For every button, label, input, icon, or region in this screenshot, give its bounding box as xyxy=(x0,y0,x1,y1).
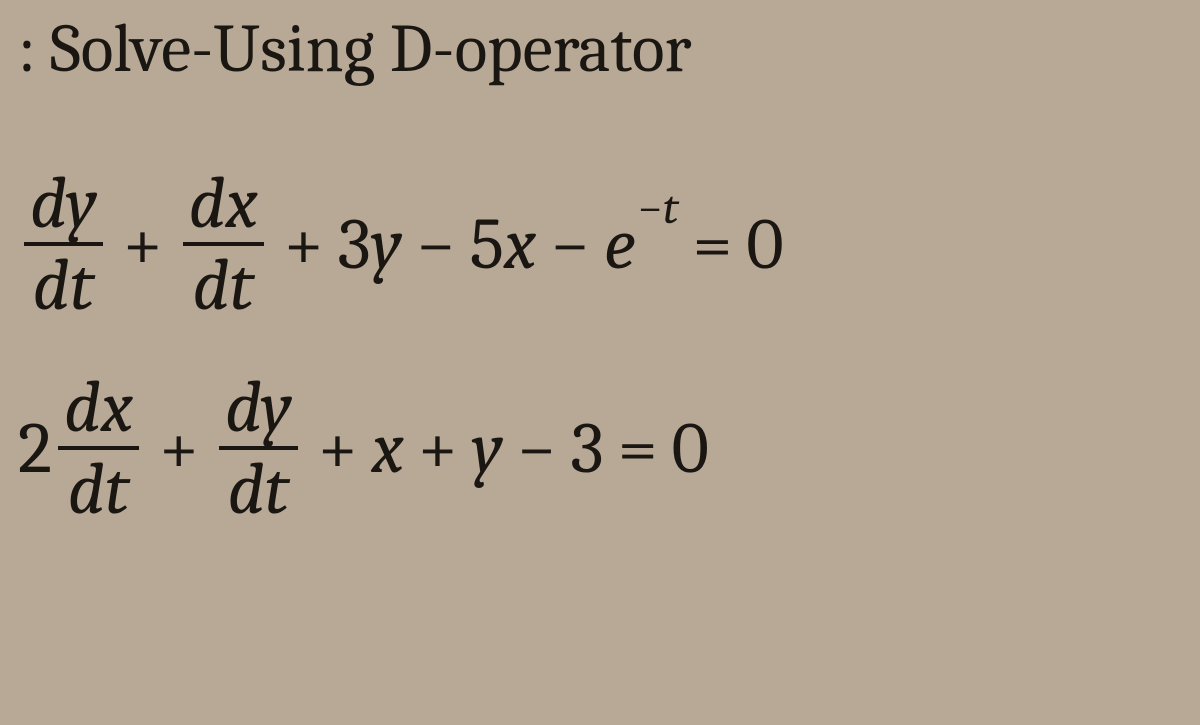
eq2-lead-coef: 2 xyxy=(18,413,52,485)
eq2-fraction-1: dx dt xyxy=(58,372,139,526)
plus-operator: + xyxy=(284,209,324,281)
eq1-frac2-den: dt xyxy=(186,246,259,322)
eq1-exponent: −t xyxy=(637,186,678,232)
eq2-var-y: y xyxy=(472,413,503,485)
eq1-frac1-num: dy xyxy=(24,168,103,242)
eq2-var-x: x xyxy=(372,413,404,485)
eq1-coef1: 3 xyxy=(338,209,371,281)
eq1-rhs: 0 xyxy=(746,209,783,281)
minus-operator: − xyxy=(416,209,456,281)
eq2-rhs: 0 xyxy=(672,413,709,485)
plus-operator: + xyxy=(159,413,199,485)
title-colon: : xyxy=(18,10,36,88)
eq2-frac1-num: dx xyxy=(58,372,139,446)
eq1-exp-sign: − xyxy=(637,182,662,235)
eq1-var-y: y xyxy=(371,209,402,281)
eq1-frac1-den: dt xyxy=(27,246,100,322)
eq2-frac2-num: dy xyxy=(219,372,298,446)
eq2-fraction-2: dy dt xyxy=(219,372,298,526)
equals-operator: = xyxy=(618,413,658,485)
equals-operator: = xyxy=(692,209,732,281)
eq2-frac2-den: dt xyxy=(222,450,295,526)
title-text: Solve-Using D-operator xyxy=(50,10,691,88)
minus-operator: − xyxy=(550,209,590,281)
eq1-e: e xyxy=(604,209,635,281)
eq1-exp-var: t xyxy=(663,182,679,235)
equation-1: dy dt + dx dt + 3y − 5x − e−t = 0 xyxy=(18,168,1170,322)
plus-operator: + xyxy=(123,209,163,281)
eq1-frac2-num: dx xyxy=(183,168,264,242)
page-title: :Solve-Using D-operator xyxy=(18,10,1170,88)
eq2-const: 3 xyxy=(571,413,604,485)
eq1-var-x: x xyxy=(504,209,536,281)
eq2-frac1-den: dt xyxy=(62,450,135,526)
minus-operator: − xyxy=(517,413,557,485)
plus-operator: + xyxy=(418,413,458,485)
eq1-coef2: 5 xyxy=(470,209,504,281)
equation-2: 2 dx dt + dy dt + x + y − 3 = 0 xyxy=(18,372,1170,526)
plus-operator: + xyxy=(318,413,358,485)
eq1-fraction-2: dx dt xyxy=(183,168,264,322)
eq1-fraction-1: dy dt xyxy=(24,168,103,322)
